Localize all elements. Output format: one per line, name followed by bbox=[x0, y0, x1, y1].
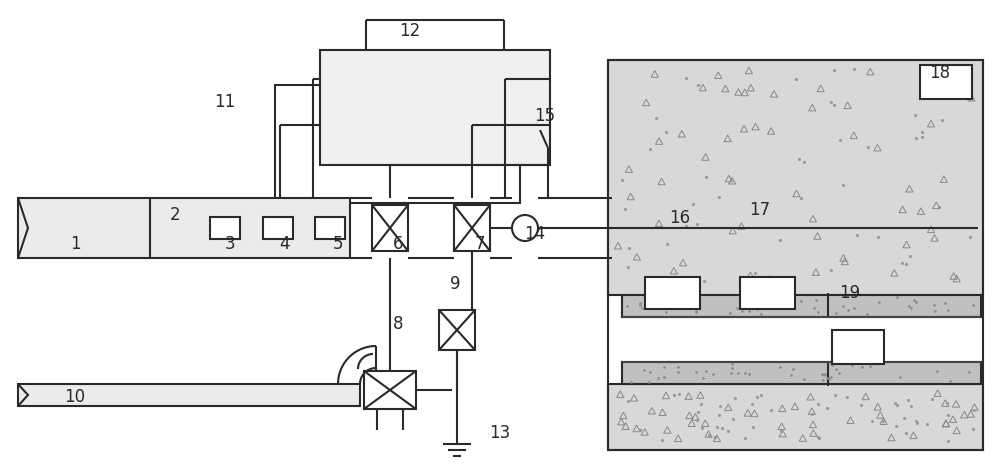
Text: 16: 16 bbox=[669, 209, 691, 227]
Circle shape bbox=[512, 215, 538, 241]
Bar bbox=[210, 217, 240, 239]
Text: 2: 2 bbox=[170, 206, 180, 224]
Text: 9: 9 bbox=[450, 275, 460, 293]
Text: 15: 15 bbox=[534, 107, 556, 125]
Bar bbox=[18, 384, 360, 406]
Bar bbox=[622, 362, 981, 384]
Bar bbox=[263, 217, 293, 239]
Bar bbox=[608, 60, 983, 450]
Text: 18: 18 bbox=[929, 64, 951, 82]
Bar bbox=[740, 277, 795, 309]
Bar bbox=[275, 85, 520, 203]
Bar bbox=[454, 205, 490, 251]
Bar bbox=[18, 198, 350, 258]
Text: 3: 3 bbox=[225, 235, 235, 253]
Text: 10: 10 bbox=[64, 388, 86, 406]
Text: 4: 4 bbox=[280, 235, 290, 253]
Text: 5: 5 bbox=[333, 235, 343, 253]
Text: 12: 12 bbox=[399, 22, 421, 40]
Bar bbox=[608, 384, 983, 450]
Bar bbox=[315, 217, 345, 239]
Bar bbox=[439, 310, 475, 350]
Text: 6: 6 bbox=[393, 235, 403, 253]
Bar bbox=[920, 65, 972, 99]
Bar bbox=[832, 330, 884, 364]
Bar bbox=[320, 50, 550, 165]
Text: 13: 13 bbox=[489, 424, 511, 442]
Text: 7: 7 bbox=[475, 235, 485, 253]
Text: 1: 1 bbox=[70, 235, 80, 253]
Text: 14: 14 bbox=[524, 225, 546, 243]
Bar bbox=[364, 371, 416, 409]
Bar bbox=[608, 60, 983, 295]
Text: 8: 8 bbox=[393, 315, 403, 333]
Bar bbox=[372, 205, 408, 251]
Bar bbox=[645, 277, 700, 309]
Bar bbox=[622, 295, 981, 317]
Text: 11: 11 bbox=[214, 93, 236, 111]
Text: 17: 17 bbox=[749, 201, 771, 219]
Text: 19: 19 bbox=[839, 284, 861, 302]
